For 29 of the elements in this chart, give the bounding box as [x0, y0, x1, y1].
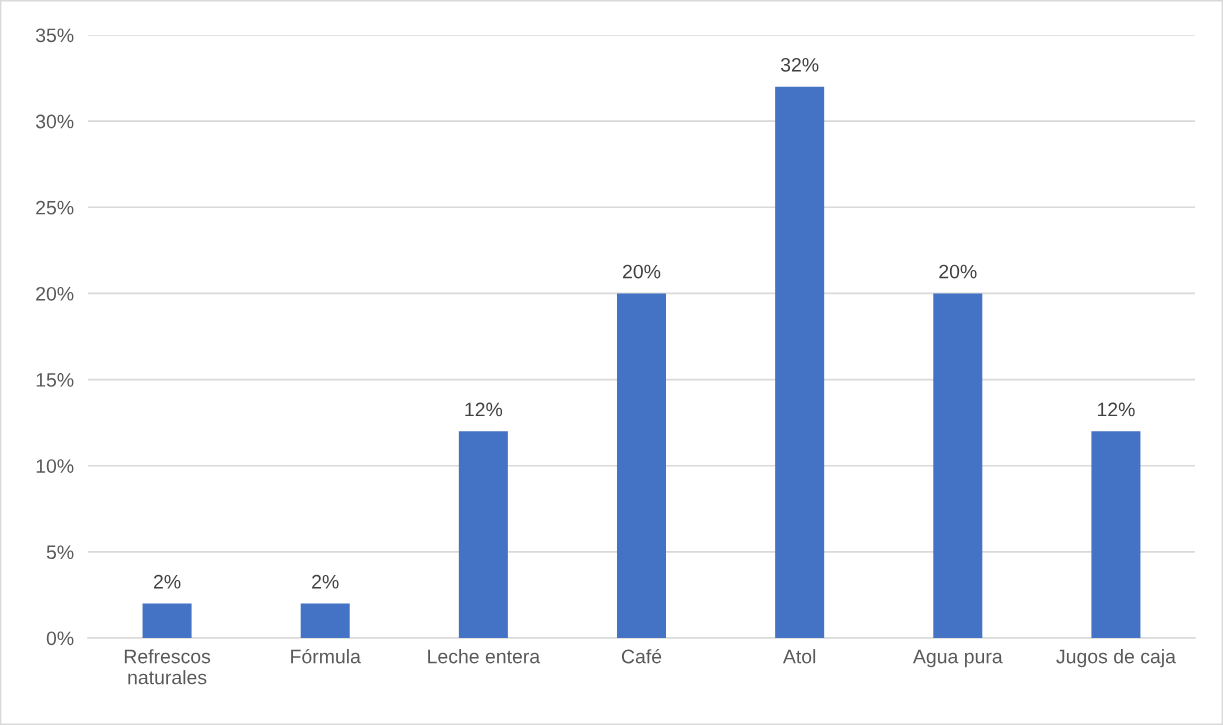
bar: [616, 293, 667, 638]
data-label: 32%: [780, 57, 819, 72]
y-tick-label: 35%: [35, 28, 74, 43]
data-label: 20%: [623, 264, 661, 279]
y-tick-label: 20%: [36, 286, 74, 301]
y-tick-label: 5%: [46, 545, 74, 560]
bar: [775, 86, 825, 638]
x-tick-label: Café: [621, 648, 662, 664]
y-tick-label: 30%: [35, 114, 74, 129]
y-tick-label: 25%: [36, 200, 74, 215]
data-label: 2%: [312, 574, 339, 589]
x-tick-label: Jugos de caja: [1056, 649, 1176, 668]
x-tick-label: Agua pura: [912, 649, 1003, 668]
x-tick-label: Atol: [782, 649, 816, 664]
bar: [300, 603, 350, 638]
y-tick-label: 15%: [36, 373, 74, 387]
y-tick-label: 10%: [36, 459, 74, 473]
bar: [142, 603, 192, 638]
x-tick-label: Refrescos naturales: [124, 649, 211, 685]
bar: [1091, 431, 1141, 638]
x-tick-label: Fórmula: [291, 648, 361, 664]
bar: [933, 293, 983, 638]
data-label: 12%: [465, 402, 503, 417]
data-label: 20%: [939, 264, 977, 279]
x-tick-label: Leche entera: [428, 649, 541, 664]
data-label: 2%: [154, 574, 181, 589]
data-label: 12%: [1097, 402, 1135, 417]
y-tick-label: 0%: [46, 631, 74, 646]
bar: [458, 431, 508, 638]
